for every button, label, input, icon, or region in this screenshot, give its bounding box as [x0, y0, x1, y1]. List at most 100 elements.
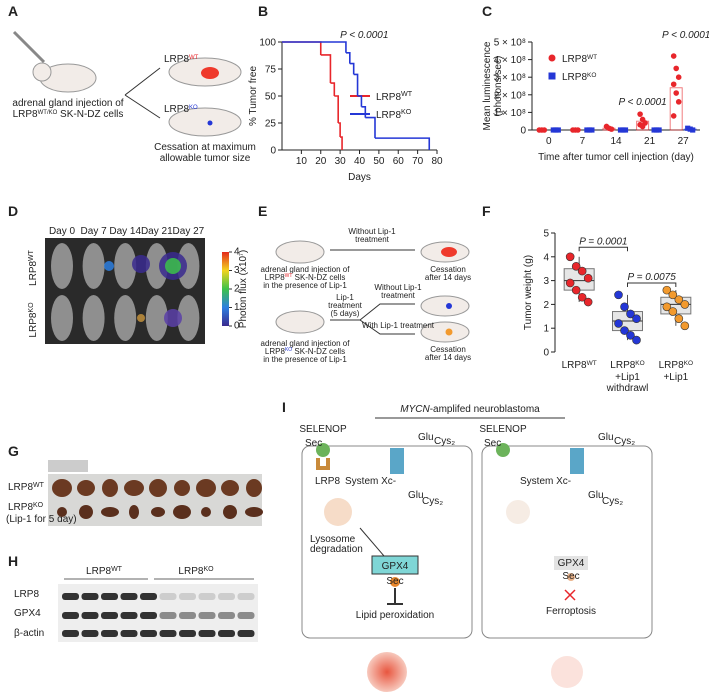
mouse — [51, 243, 73, 289]
band — [179, 612, 196, 619]
point — [620, 326, 629, 335]
tumor — [551, 656, 583, 688]
label: System Xc- — [520, 476, 571, 487]
mouse-head — [32, 62, 52, 82]
gpx4-box — [554, 556, 588, 570]
tick-label: 4 — [234, 247, 240, 258]
survival-step — [320, 54, 332, 84]
row-label: LRP8 — [14, 589, 39, 600]
band — [101, 593, 118, 600]
survival-step — [365, 116, 376, 139]
point — [680, 300, 690, 309]
y-axis-label: % Tumor free — [248, 66, 259, 126]
band — [179, 593, 196, 600]
point — [670, 81, 677, 88]
point — [632, 335, 641, 345]
sup: KO — [189, 105, 198, 111]
group-label: LRP8WT — [86, 566, 123, 578]
annotation: P < 0.0001 — [662, 30, 709, 41]
point — [622, 127, 629, 133]
label: System Xc- — [345, 476, 396, 487]
panel-label: C — [482, 3, 492, 19]
label: GPX4 — [558, 558, 585, 569]
band — [237, 593, 255, 600]
sec — [390, 577, 400, 587]
label: Photon flux (x10 — [238, 255, 249, 328]
label: ) — [238, 250, 249, 253]
point — [555, 127, 561, 133]
name: LRP8 — [562, 360, 587, 371]
name: LRP8 — [376, 92, 401, 103]
name: LRP8 — [265, 347, 286, 356]
label: Lipid peroxidation — [356, 610, 434, 621]
sup: KO — [401, 108, 412, 116]
caption: SK-N-DZ cells — [57, 109, 123, 120]
panel-label: B — [258, 3, 268, 19]
label: Cys₂ — [434, 436, 455, 447]
signal — [132, 255, 150, 273]
label: LRP8KO — [376, 108, 412, 121]
tumor — [201, 507, 211, 517]
survival-step — [353, 73, 359, 96]
title: MYCN — [400, 404, 430, 415]
survival-step — [340, 136, 343, 150]
caption: LRP8WT SK-N-DZ cells — [265, 273, 346, 282]
caption: LRP8 — [13, 109, 38, 120]
band — [101, 612, 118, 619]
legend-swatch — [548, 54, 556, 62]
tumor — [201, 67, 219, 79]
survival-step — [357, 95, 363, 107]
panel-h: LRP8WT LRP8KO LRP8 GPX4 β-actin — [14, 566, 258, 642]
label: LRP8WT — [562, 54, 597, 66]
point — [620, 302, 629, 312]
band — [120, 612, 138, 619]
band — [120, 593, 138, 600]
mouse — [420, 295, 470, 317]
band — [198, 612, 216, 619]
y-tick-label: 0 — [520, 126, 526, 137]
group-label: LRP8WT — [164, 54, 199, 65]
tumor — [57, 507, 67, 517]
column-label: Day 7 — [81, 226, 108, 237]
inhibit — [387, 588, 403, 605]
point — [565, 252, 575, 262]
sup: KO — [203, 566, 214, 573]
point — [626, 309, 635, 319]
point — [577, 266, 587, 276]
point — [690, 127, 696, 133]
x-tick-label: 0 — [546, 136, 552, 147]
name: LRP8 — [376, 110, 401, 121]
label: Sec — [562, 571, 579, 582]
band — [62, 593, 79, 600]
band — [101, 630, 118, 637]
group-label: LRP8KO — [178, 566, 214, 578]
tumor — [102, 479, 118, 497]
arrow — [359, 527, 385, 557]
sup: WT — [28, 249, 35, 261]
survival-step — [345, 52, 351, 64]
receptor — [316, 458, 330, 470]
point — [614, 290, 623, 300]
x-tick-label: 70 — [412, 156, 424, 167]
label: Cys₂ — [602, 496, 623, 507]
point — [565, 278, 575, 288]
name: LRP8 — [164, 104, 189, 115]
tumor — [149, 479, 167, 497]
point — [639, 123, 646, 130]
transporter — [390, 448, 404, 474]
label: Cys₂ — [422, 496, 443, 507]
y-axis-label: (photons/sec) — [493, 56, 504, 117]
y-tick-label: 3 × 10⁸ — [494, 73, 526, 84]
name: LRP8 — [86, 566, 111, 577]
name: LRP8 — [562, 72, 587, 83]
row-label: GPX4 — [14, 608, 41, 619]
point — [632, 314, 641, 323]
x-tick-label: 50 — [373, 156, 385, 167]
caption: after 14 days — [425, 273, 471, 282]
mouse — [275, 240, 325, 264]
ruler — [48, 460, 88, 472]
tumor — [52, 479, 72, 497]
name: LRP8 — [28, 261, 39, 286]
cell — [301, 445, 473, 639]
